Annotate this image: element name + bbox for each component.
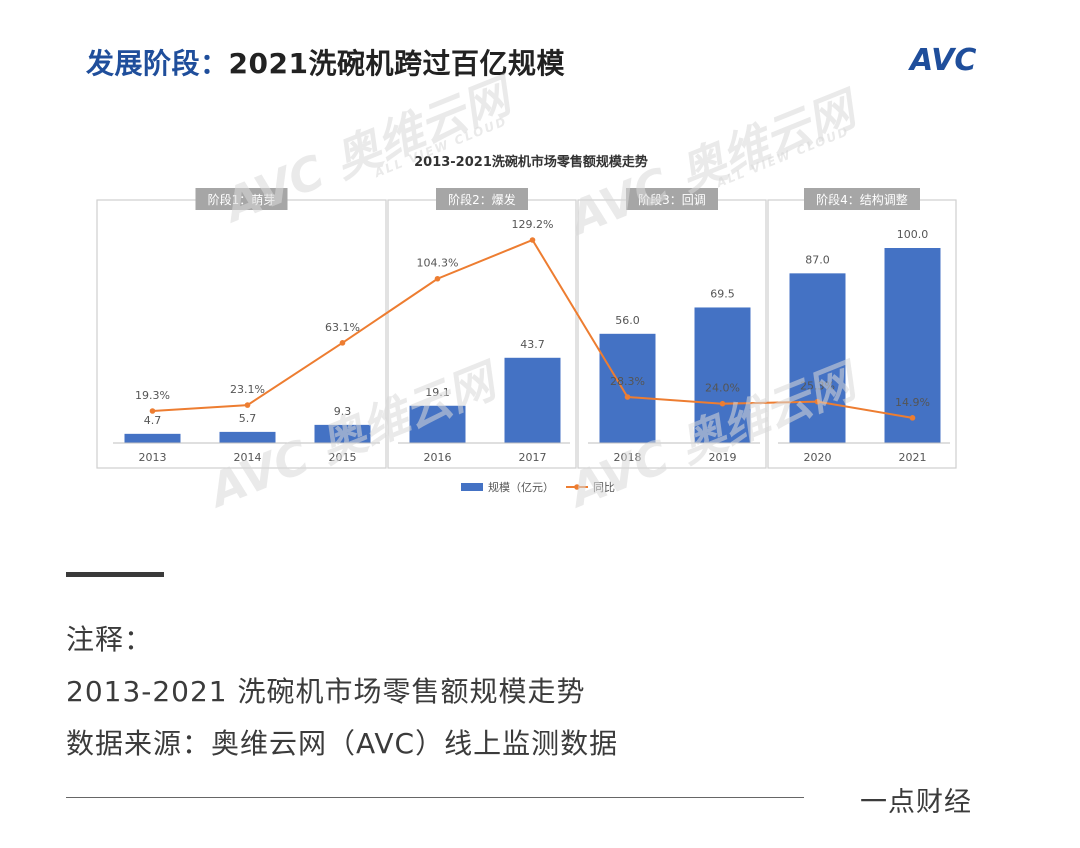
bar-2015 [314, 424, 371, 443]
x-tick-2018: 2018 [614, 451, 642, 464]
avc-logo: AVC [908, 43, 976, 78]
title-text: 2021洗碗机跨过百亿规模 [228, 47, 565, 80]
bar-2018 [599, 333, 656, 443]
yoy-point-2021 [909, 415, 916, 421]
divider-long [66, 797, 804, 798]
yoy-label-2018: 28.3% [610, 375, 645, 388]
yoy-point-2015 [339, 340, 346, 346]
bar-label-2018: 56.0 [615, 314, 640, 327]
stage-label: 阶段4：结构调整 [816, 192, 908, 207]
legend-bar-label: 规模（亿元） [488, 480, 554, 494]
bar-2013 [124, 433, 181, 443]
note-line-2: 数据来源：奥维云网（AVC）线上监测数据 [66, 727, 619, 760]
legend-line-label: 同比 [593, 481, 615, 494]
retail-chart: 2013-2021洗碗机市场零售额规模走势 阶段1：萌芽 阶段2：爆发 阶段3：回调… [96, 154, 957, 494]
stage-label: 阶段1：萌芽 [208, 192, 276, 207]
x-tick-2014: 2014 [234, 451, 262, 464]
yoy-point-2013 [149, 408, 156, 414]
stage-label-bg [436, 188, 528, 210]
yoy-point-2018 [624, 394, 631, 400]
note-heading: 注释： [66, 623, 154, 656]
bar-label-2016: 19.1 [425, 386, 450, 399]
legend-bar-swatch [461, 483, 483, 491]
stage-label-bg [195, 188, 288, 210]
yoy-point-2019 [719, 400, 726, 407]
yoy-label-2015: 63.1% [325, 321, 360, 334]
bar-label-2019: 69.5 [710, 287, 735, 300]
bar-2017 [504, 357, 561, 443]
bar-label-2015: 9.3 [334, 405, 352, 418]
stage-label-bg [804, 188, 920, 210]
note-line-1: 2013-2021 洗碗机市场零售额规模走势 [66, 675, 586, 708]
yoy-label-2019: 24.0% [705, 382, 740, 395]
divider-short [66, 572, 164, 577]
x-tick-2015: 2015 [329, 451, 357, 464]
yoy-point-2020 [814, 398, 821, 405]
stage-label: 阶段3：回调 [638, 192, 706, 207]
x-tick-2019: 2019 [709, 451, 737, 464]
yoy-label-2020: 25.3% [800, 380, 835, 393]
bar-label-2014: 5.7 [239, 412, 257, 425]
yoy-label-2021: 14.9% [895, 396, 930, 409]
bar-label-2017: 43.7 [520, 338, 545, 351]
stage-label-bg [626, 188, 718, 210]
yoy-label-2014: 23.1% [230, 383, 265, 396]
legend-line-marker [574, 484, 580, 490]
page-title: 发展阶段：2021洗碗机跨过百亿规模 [86, 42, 565, 82]
yoy-point-2014 [244, 402, 251, 408]
title-highlight: 发展阶段： [86, 47, 229, 80]
logo-text: AVC [908, 43, 976, 78]
stage-label: 阶段2：爆发 [448, 192, 516, 207]
bar-2019 [694, 307, 751, 443]
x-tick-2013: 2013 [139, 451, 167, 464]
x-tick-2016: 2016 [424, 451, 452, 464]
bar-label-2020: 87.0 [805, 253, 830, 266]
yoy-label-2017: 129.2% [512, 218, 554, 231]
bar-label-2021: 100.0 [897, 228, 929, 241]
bar-2021 [884, 248, 941, 443]
yoy-point-2016 [434, 275, 441, 282]
yoy-point-2017 [529, 237, 536, 243]
yoy-label-2016: 104.3% [417, 257, 459, 270]
bar-2014 [219, 431, 276, 443]
bar-label-2013: 4.7 [144, 414, 162, 427]
x-tick-2017: 2017 [519, 451, 547, 464]
footer-brand: 一点财经 [860, 787, 972, 818]
chart-title: 2013-2021洗碗机市场零售额规模走势 [414, 154, 648, 170]
x-tick-2021: 2021 [899, 451, 927, 464]
x-tick-2020: 2020 [804, 451, 832, 464]
bar-2020 [789, 273, 846, 443]
yoy-label-2013: 19.3% [135, 389, 170, 402]
bar-2016 [409, 405, 466, 443]
